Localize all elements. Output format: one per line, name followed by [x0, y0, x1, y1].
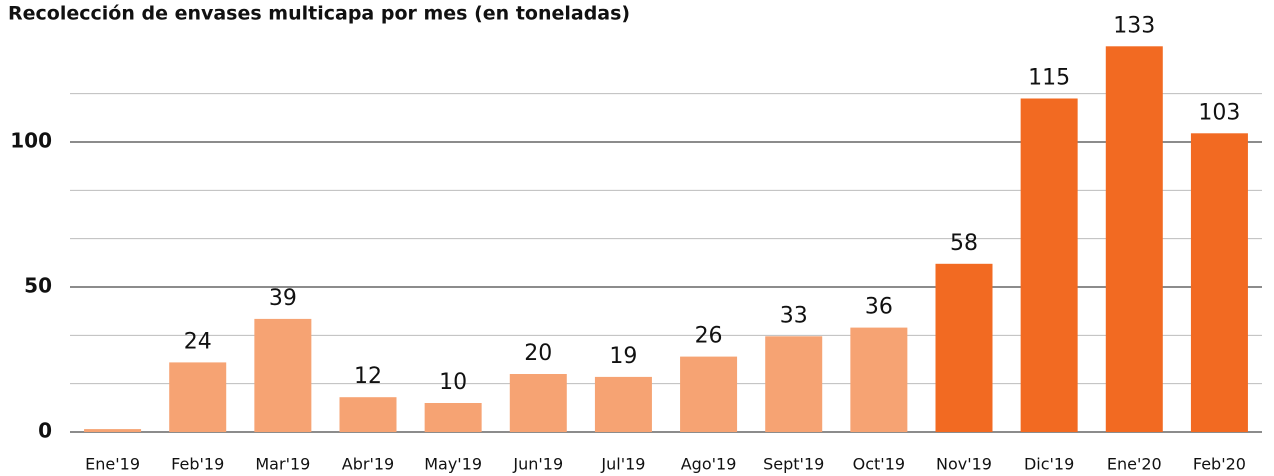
data-label: 12 — [354, 364, 382, 389]
y-tick-label: 50 — [24, 274, 52, 298]
x-tick-label: May'19 — [424, 455, 482, 474]
data-label: 33 — [780, 303, 808, 328]
data-label: 24 — [184, 329, 212, 354]
bar — [84, 429, 142, 432]
bar — [765, 336, 823, 432]
x-tick-label: Ene'19 — [85, 455, 140, 474]
y-tick-label: 0 — [38, 419, 52, 443]
chart-title: Recolección de envases multicapa por mes… — [8, 3, 630, 25]
bar — [424, 403, 482, 432]
data-label: 133 — [1113, 13, 1155, 38]
y-tick-label: 100 — [10, 129, 52, 153]
x-tick-label: Abr'19 — [342, 455, 394, 474]
data-label: 115 — [1028, 66, 1070, 91]
data-label: 20 — [524, 341, 552, 366]
x-tick-label: Feb'19 — [171, 455, 224, 474]
x-tick-label: Sept'19 — [763, 455, 824, 474]
x-tick-label: Nov'19 — [936, 455, 992, 474]
data-label: 10 — [439, 370, 467, 395]
x-tick-label: Dic'19 — [1024, 455, 1074, 474]
x-tick-label: Jul'19 — [600, 455, 645, 474]
data-label: 39 — [269, 286, 297, 311]
x-tick-label: Mar'19 — [255, 455, 310, 474]
data-label: 103 — [1198, 100, 1240, 125]
bar — [1105, 46, 1163, 433]
bar — [680, 356, 738, 432]
x-tick-label: Ago'19 — [681, 455, 737, 474]
x-tick-label: Oct'19 — [853, 455, 905, 474]
bar — [169, 362, 227, 432]
x-tick-label: Ene'20 — [1107, 455, 1162, 474]
data-label: 58 — [950, 231, 978, 256]
x-tick-label: Feb'20 — [1193, 455, 1246, 474]
x-tick-label: Jun'19 — [512, 455, 563, 474]
bar — [339, 397, 397, 432]
data-label: 19 — [609, 344, 637, 369]
bar — [1020, 98, 1078, 432]
data-label: 26 — [695, 324, 723, 349]
bar — [509, 374, 567, 432]
bar — [935, 263, 993, 432]
data-label: 36 — [865, 295, 893, 320]
bar — [1190, 133, 1248, 433]
bar — [850, 327, 908, 432]
bar — [254, 318, 312, 432]
bar — [594, 376, 652, 432]
